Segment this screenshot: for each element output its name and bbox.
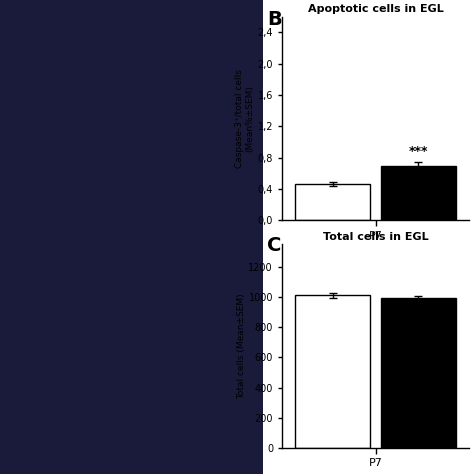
- Bar: [381, 299, 456, 448]
- Bar: [381, 165, 456, 220]
- Y-axis label: Caspase-3⁺/total cells
(Mean%±SEM): Caspase-3⁺/total cells (Mean%±SEM): [235, 69, 255, 168]
- Bar: [295, 295, 370, 448]
- Text: ***: ***: [409, 146, 428, 158]
- Text: C: C: [267, 236, 281, 255]
- Title: Total cells in EGL: Total cells in EGL: [323, 232, 428, 242]
- Bar: [295, 184, 370, 220]
- Title: Apoptotic cells in EGL: Apoptotic cells in EGL: [308, 4, 444, 14]
- Y-axis label: Total cells (Mean±SEM): Total cells (Mean±SEM): [237, 293, 246, 399]
- Text: B: B: [267, 10, 282, 29]
